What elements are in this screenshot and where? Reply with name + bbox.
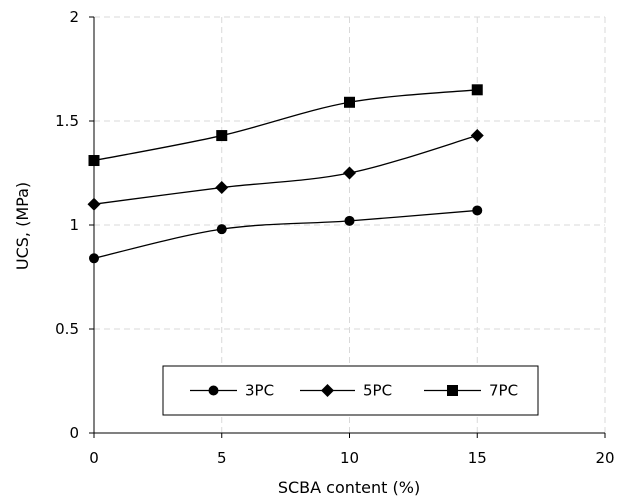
data-point — [216, 224, 227, 235]
x-tick-label: 15 — [468, 449, 487, 467]
data-point — [215, 181, 229, 195]
x-tick-label: 20 — [595, 449, 614, 467]
data-point — [344, 96, 355, 108]
data-point — [472, 205, 483, 216]
series-line — [93, 209, 478, 259]
data-point — [89, 253, 99, 264]
legend: 3PC 5PC 7PC — [162, 365, 539, 416]
series-3pc — [89, 205, 483, 264]
axes-layer: 0 5 10 15 20 0 0.5 1 1.5 2 — [55, 8, 614, 467]
series-line — [93, 89, 478, 162]
y-tick-label: 1.5 — [55, 112, 79, 130]
y-tick-label: 0.5 — [55, 320, 79, 338]
x-tick-label: 5 — [217, 449, 227, 467]
legend-label: 7PC — [489, 382, 518, 400]
x-axis-title: SCBA content (%) — [278, 478, 420, 497]
legend-marker — [321, 384, 334, 397]
data-point — [88, 155, 100, 167]
data-point — [344, 215, 355, 226]
legend-marker — [208, 385, 219, 396]
legend-marker — [447, 385, 458, 396]
series-line — [93, 134, 478, 205]
data-point — [216, 130, 228, 142]
y-tick-label: 1 — [69, 216, 79, 234]
y-axis-title: UCS, (MPa) — [13, 182, 32, 270]
series-5pc — [87, 129, 484, 211]
legend-label: 5PC — [363, 382, 392, 400]
legend-label: 3PC — [245, 382, 274, 400]
y-tick-label: 0 — [69, 424, 79, 442]
x-tick-label: 10 — [340, 449, 359, 467]
legend-item: 3PC — [190, 382, 274, 400]
grid-layer — [94, 16, 606, 433]
series-layer — [87, 84, 484, 264]
series-7pc — [88, 84, 483, 167]
legend-item: 5PC — [300, 382, 392, 400]
data-point — [343, 166, 356, 180]
data-point — [471, 84, 483, 96]
data-point — [87, 197, 101, 211]
y-tick-label: 2 — [69, 8, 79, 26]
data-point — [470, 129, 484, 143]
legend-item: 7PC — [424, 382, 518, 400]
x-tick-label: 0 — [89, 449, 99, 467]
